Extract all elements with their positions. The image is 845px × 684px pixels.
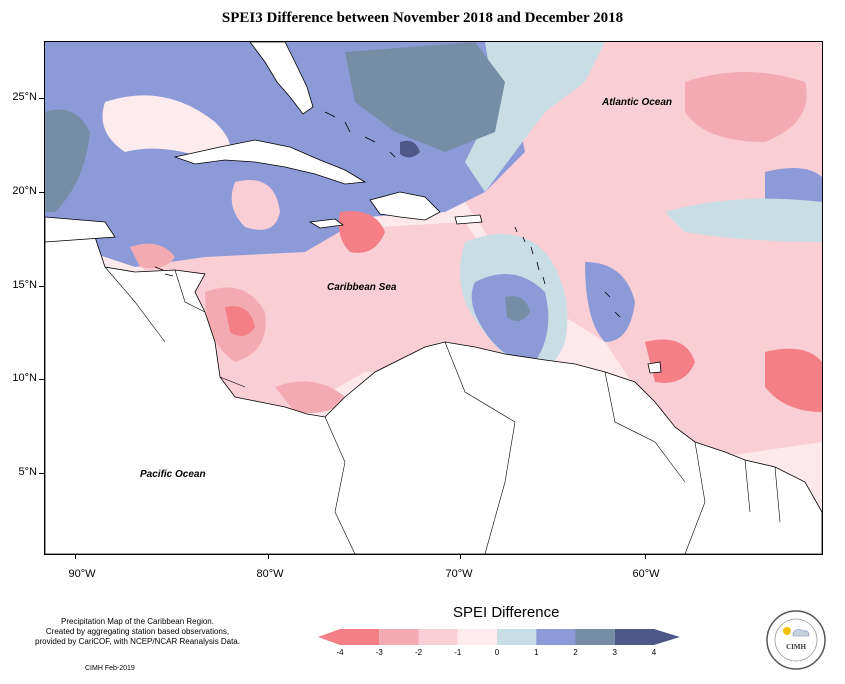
zone-pink-atlantic-north	[685, 72, 807, 142]
lon-tick-70	[460, 554, 461, 559]
logo-text: CIMH	[786, 643, 806, 651]
land-puerto-rico	[454, 214, 483, 225]
lon-label-80: 80°W	[256, 568, 284, 580]
legend-tick: -1	[454, 648, 462, 657]
lon-label-70: 70°W	[445, 568, 473, 580]
sun-icon	[783, 627, 791, 635]
map-title: SPEI3 Difference between November 2018 a…	[221, 10, 624, 26]
zone-pink-honduras	[130, 243, 175, 269]
legend-swatch-2	[379, 629, 419, 645]
land-hispaniola	[369, 191, 441, 221]
small-islands	[154, 111, 621, 318]
lat-tick-10	[39, 379, 44, 380]
lon-label-60: 60°W	[632, 568, 660, 580]
lat-label-15: 15°N	[12, 279, 37, 291]
zone-pink-panama	[275, 381, 345, 413]
lat-tick-5	[39, 473, 44, 474]
cimh-logo: CIMH	[766, 610, 826, 670]
landmasses	[45, 42, 822, 554]
caribbean-sea-label: Caribbean Sea	[327, 282, 397, 293]
atlantic-ocean-label: Atlantic Ocean	[601, 97, 672, 108]
footer-credit: CIMH Feb-2019	[85, 665, 135, 672]
legend-title: SPEI Difference	[453, 604, 560, 621]
lat-tick-25	[39, 98, 44, 99]
land-trinidad	[647, 361, 662, 374]
land-mainland	[45, 231, 822, 554]
zone-red-nicaragua-coast	[225, 306, 255, 336]
legend-swatch-3	[418, 629, 458, 645]
zone-red-jamaica	[338, 211, 385, 253]
legend-tick: -3	[375, 648, 383, 657]
zone-pale-florida-straits	[102, 95, 230, 162]
land-yucatan	[45, 216, 116, 243]
legend-arrow-right	[654, 629, 680, 645]
lat-label-10: 10°N	[12, 372, 37, 384]
legend-tick: 1	[534, 648, 539, 657]
legend-swatch-8	[614, 629, 654, 645]
cloud-icon	[792, 629, 810, 637]
legend-tick: 4	[651, 648, 657, 657]
note-line-2: Created by aggregating station based obs…	[45, 627, 230, 636]
legend-swatch-4	[457, 629, 497, 645]
zone-red-atlantic-east	[765, 348, 822, 412]
note-line-3: provided by CariCOF, with NCEP/NCAR Rean…	[35, 637, 240, 646]
zone-pink-cuba-south	[231, 180, 280, 230]
land-florida	[249, 42, 314, 115]
lat-label-5: 5°N	[18, 466, 37, 478]
legend-colorbar	[318, 629, 680, 645]
lat-label-20: 20°N	[12, 185, 37, 197]
legend-tick: 0	[494, 648, 500, 657]
note-line-1: Precipitation Map of the Caribbean Regio…	[61, 617, 214, 626]
zone-blue-north	[85, 42, 275, 102]
land-jamaica	[308, 218, 345, 229]
legend-swatch-5	[497, 629, 537, 645]
lon-tick-80	[268, 554, 269, 559]
land-cuba	[173, 139, 367, 185]
legend-tick: 2	[573, 648, 578, 657]
lon-label-90: 90°W	[68, 568, 96, 580]
legend-tick: -4	[336, 648, 344, 657]
legend-swatch-1	[340, 629, 380, 645]
lon-tick-90	[75, 554, 76, 559]
country-borders	[104, 266, 781, 554]
legend-ticks: -4 -3 -2 -1 0 1 2 3 4	[336, 648, 657, 660]
zone-blue-lesser-antilles	[585, 262, 635, 342]
lat-label-25: 25°N	[12, 91, 37, 103]
zone-lightblue-east-atlantic	[665, 198, 822, 242]
zone-slate-yucatan	[45, 109, 90, 212]
zone-slate-central	[505, 296, 530, 321]
zone-darkblue-bahamas	[400, 140, 420, 158]
lon-tick-60	[645, 554, 646, 559]
zone-slate-bahamas	[345, 42, 505, 152]
spei-difference-map: Atlantic Ocean Caribbean Sea Pacific Oce…	[44, 41, 823, 555]
map-canvas: Atlantic Ocean Caribbean Sea Pacific Oce…	[45, 42, 822, 554]
legend-swatch-7	[575, 629, 615, 645]
pacific-ocean-label: Pacific Ocean	[140, 469, 206, 480]
legend-swatch-6	[536, 629, 576, 645]
legend-arrow-left	[318, 629, 340, 645]
footer-notes: Precipitation Map of the Caribbean Regio…	[20, 617, 255, 647]
legend-tick: -2	[414, 648, 423, 657]
lat-tick-20	[39, 192, 44, 193]
legend-tick: 3	[612, 648, 617, 657]
lat-tick-15	[39, 286, 44, 287]
